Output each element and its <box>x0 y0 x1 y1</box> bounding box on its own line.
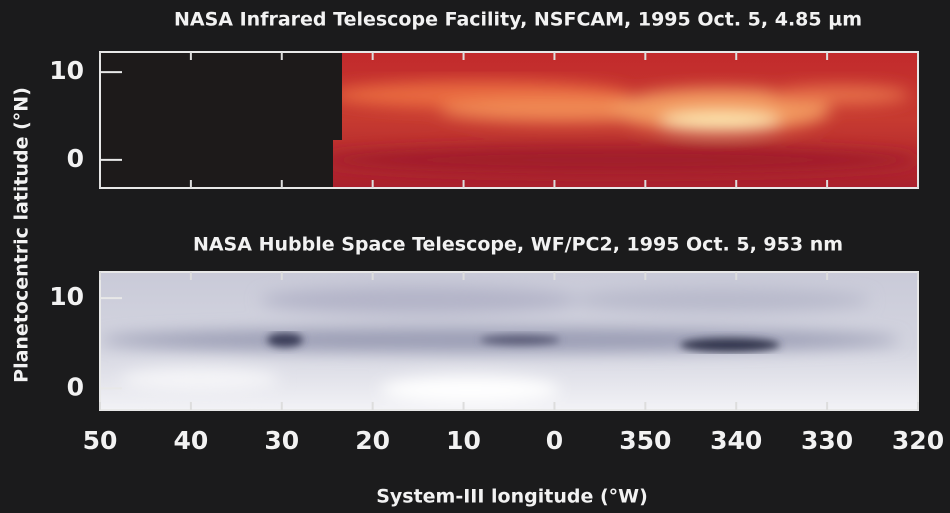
x-tick-label: 10 <box>446 426 481 455</box>
x-tick-label: 50 <box>83 426 118 455</box>
panel-title: NASA Hubble Space Telescope, WF/PC2, 199… <box>193 234 843 256</box>
infrared-image <box>100 52 920 188</box>
x-tick-label: 320 <box>892 426 944 455</box>
x-tick-label: 20 <box>355 426 390 455</box>
y-axis-label: Planetocentric latitude (°N) <box>11 87 33 383</box>
panel-title: NASA Infrared Telescope Facility, NSFCAM… <box>174 9 862 31</box>
x-tick-label: 30 <box>264 426 299 455</box>
x-tick-label: 0 <box>546 426 563 455</box>
visible-image <box>100 272 918 410</box>
x-tick-label: 340 <box>710 426 762 455</box>
x-tick-label: 350 <box>619 426 671 455</box>
y-tick-label: 10 <box>49 56 84 85</box>
y-tick-label: 0 <box>67 144 84 173</box>
y-tick-label: 0 <box>67 372 84 401</box>
x-axis-label: System-III longitude (°W) <box>376 486 648 508</box>
x-tick-label: 330 <box>801 426 853 455</box>
x-tick-label: 40 <box>173 426 208 455</box>
figure: Planetocentric latitude (°N) System-III … <box>0 0 950 513</box>
y-tick-label: 10 <box>49 282 84 311</box>
